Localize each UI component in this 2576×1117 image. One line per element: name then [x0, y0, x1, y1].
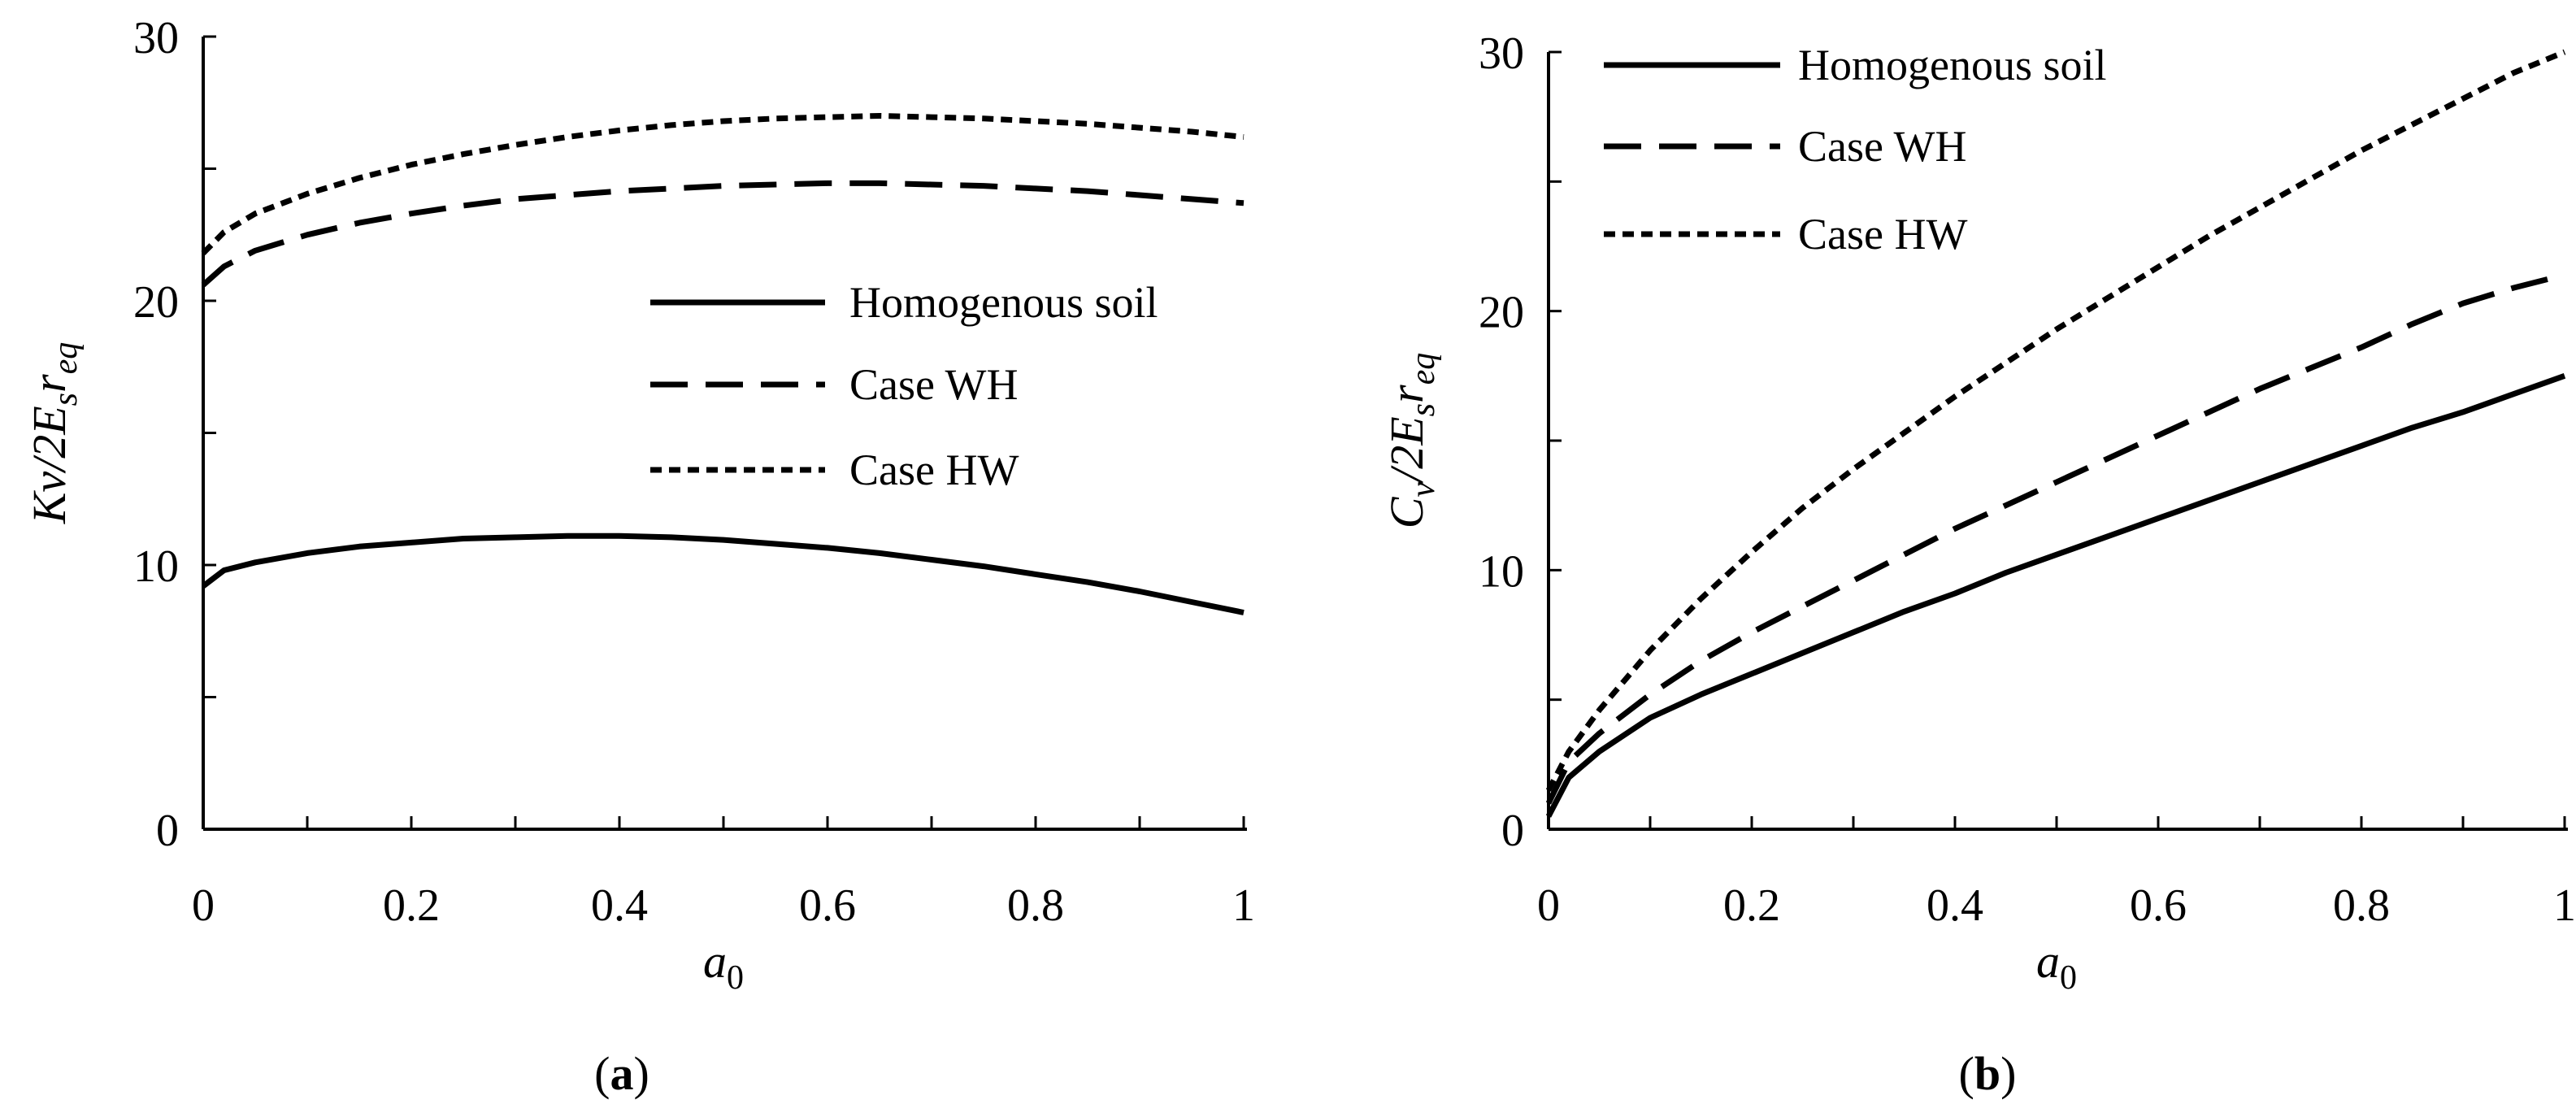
x-tick-label: 0	[1537, 880, 1560, 931]
y-axis-title-sub: eq	[47, 342, 85, 375]
series-line-homogenous-soil	[201, 532, 1245, 615]
x-tick-label: 0.6	[799, 880, 856, 931]
legend-label: Case WH	[1798, 122, 1966, 171]
y-tick-label: 10	[1479, 546, 1524, 597]
x-tick-label: 0.4	[1927, 880, 1983, 931]
x-tick-label: 0.4	[591, 880, 648, 931]
panel-label-paren: (	[1959, 1047, 1974, 1100]
x-axis-title-main: a	[2036, 935, 2060, 988]
y-axis-title-main: C	[1380, 496, 1433, 528]
x-axis-title: a0	[703, 935, 744, 997]
panel-label-letter: b	[1974, 1047, 2000, 1100]
panel-label-letter: a	[610, 1047, 634, 1100]
y-axis-title: Cv/2Esreq	[1380, 353, 1442, 528]
y-axis-title-sub: eq	[1405, 353, 1442, 385]
panel-label: (b)	[1959, 1047, 2017, 1100]
legend-label: Case HW	[849, 445, 1019, 494]
y-axis-title-mid: r	[23, 374, 76, 393]
y-axis-title-mid: /2E	[1380, 416, 1433, 485]
series-line-case-wh	[1545, 272, 2565, 805]
panel-label-paren: )	[634, 1047, 649, 1100]
y-axis-title-mid: r	[1380, 385, 1433, 403]
x-tick-label: 1	[1232, 880, 1255, 931]
series-line-case-wh	[201, 180, 1245, 288]
x-tick-label: 0.8	[2333, 880, 2390, 931]
x-axis-title-sub: 0	[727, 959, 744, 997]
x-tick-label: 0.2	[383, 880, 440, 931]
legend: Homogenous soil Case WH Case HW	[1604, 41, 2107, 259]
x-tick-label: 0.8	[1007, 880, 1064, 931]
x-axis-title-sub: 0	[2060, 959, 2077, 997]
panel-label-paren: )	[2000, 1047, 2016, 1100]
y-tick-label: 0	[1501, 806, 1524, 856]
x-tick-label: 0.6	[2130, 880, 2187, 931]
legend-label: Homogenous soil	[849, 278, 1158, 327]
y-tick-label: 10	[133, 541, 179, 592]
y-axis-title: Kv/2Esreq	[23, 342, 85, 525]
y-tick-label: 0	[156, 806, 179, 856]
legend-label: Case WH	[849, 360, 1018, 409]
x-tick-label: 0	[192, 880, 215, 931]
series-line-homogenous-soil	[1545, 373, 2566, 818]
y-axis-title-main: Kv/2E	[23, 406, 76, 524]
series-line-case-hw	[201, 113, 1245, 255]
legend: Homogenous soil Case WH Case HW	[650, 278, 1158, 494]
y-tick-label: 30	[133, 13, 179, 63]
x-tick-label: 1	[2553, 880, 2576, 931]
legend-label: Homogenous soil	[1798, 41, 2107, 89]
y-axis-title-sub: v	[1405, 482, 1442, 498]
y-axis-title-sub: s	[1405, 403, 1442, 416]
y-tick-label: 20	[133, 277, 179, 328]
y-tick-label: 30	[1479, 28, 1524, 79]
panel-label-paren: (	[594, 1047, 610, 1100]
x-axis-title-main: a	[703, 935, 727, 988]
x-tick-label: 0.2	[1723, 880, 1780, 931]
series-line-case-hw	[1545, 49, 2566, 792]
legend-label: Case HW	[1798, 210, 1967, 259]
x-axis-title: a0	[2036, 935, 2077, 997]
y-axis-title-sub: s	[47, 393, 85, 406]
y-tick-label: 20	[1479, 288, 1524, 338]
panel-label: (a)	[594, 1047, 649, 1100]
